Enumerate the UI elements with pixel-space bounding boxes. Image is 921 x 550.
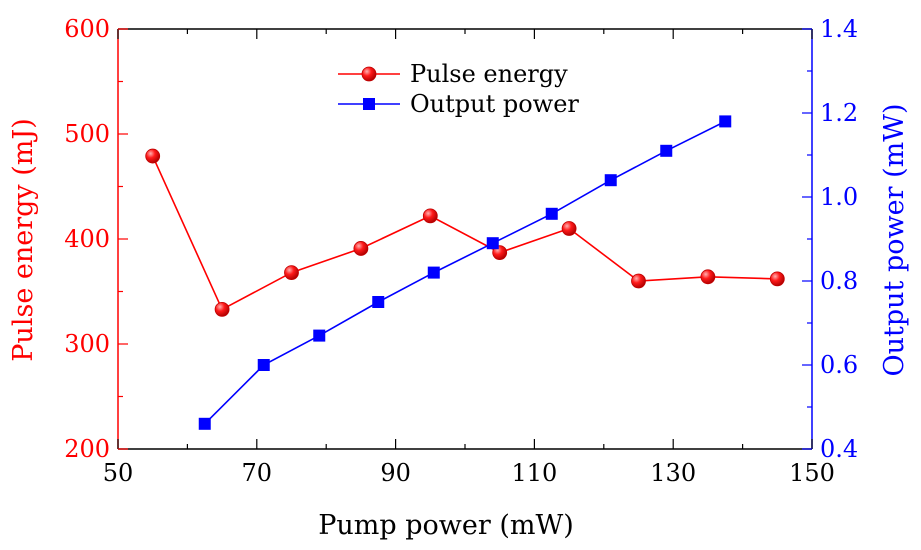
y-left-tick-label: 600 xyxy=(64,15,110,43)
tick-labels: 50 70 90 110 130 150 200 300 400 500 600 0.4 0.6 0.8 1… xyxy=(64,15,858,487)
point-pulse-energy xyxy=(145,148,161,164)
x-tick-label: 50 xyxy=(103,459,134,487)
point-pulse-energy xyxy=(214,301,230,317)
point-pulse-energy xyxy=(769,271,785,287)
series-line-pulse-energy xyxy=(151,155,778,311)
point-pulse-energy xyxy=(284,265,299,281)
x-axis-title: Pump power (mW) xyxy=(318,510,574,541)
y-right-tick-label: 0.8 xyxy=(820,267,858,295)
point-pulse-energy xyxy=(422,208,438,224)
y-left-tick-label: 200 xyxy=(64,435,110,463)
y-left-tick-label: 400 xyxy=(64,225,110,253)
legend-entry-output-power: Output power xyxy=(338,90,579,118)
legend-marker-pulse-energy xyxy=(361,66,377,82)
point-output-power xyxy=(313,329,326,342)
point-output-power xyxy=(198,417,211,430)
point-output-power xyxy=(719,115,732,128)
point-pulse-energy xyxy=(631,273,646,289)
point-output-power xyxy=(372,296,385,308)
x-tick-label: 110 xyxy=(511,459,557,487)
legend: Pulse energy Output power xyxy=(338,60,579,118)
y-right-tick-label: 1.0 xyxy=(820,183,858,211)
x-tick-label: 90 xyxy=(380,459,411,487)
y-right-tick-label: 1.4 xyxy=(820,15,858,43)
y-right-tick-label: 0.4 xyxy=(820,435,858,463)
y-right-tick-label: 0.6 xyxy=(820,351,858,379)
point-pulse-energy xyxy=(561,221,577,236)
axis-ticks xyxy=(117,28,813,450)
point-output-power xyxy=(660,144,673,157)
point-output-power xyxy=(486,237,499,250)
right-axis-title: Output power (mW) xyxy=(879,103,910,376)
x-tick-label: 130 xyxy=(650,459,696,487)
point-output-power xyxy=(427,266,440,279)
point-output-power xyxy=(257,359,270,371)
y-left-tick-label: 300 xyxy=(64,330,110,358)
x-tick-label: 150 xyxy=(789,459,835,487)
legend-entry-pulse-energy: Pulse energy xyxy=(338,60,568,88)
series-lines xyxy=(151,120,778,425)
point-output-power xyxy=(604,174,617,187)
x-tick-label: 70 xyxy=(242,459,273,487)
left-axis-title: Pulse energy (mJ) xyxy=(8,118,39,361)
point-output-power xyxy=(545,207,558,220)
point-pulse-energy xyxy=(353,241,369,256)
y-left-tick-label: 500 xyxy=(64,120,110,148)
series-markers xyxy=(145,115,785,430)
y-right-tick-label: 1.2 xyxy=(820,99,858,127)
point-pulse-energy xyxy=(700,269,716,285)
legend-label-pulse-energy: Pulse energy xyxy=(410,60,568,88)
legend-label-output-power: Output power xyxy=(410,90,579,118)
series-line-output-power xyxy=(204,120,726,425)
legend-marker-output-power xyxy=(363,98,375,110)
